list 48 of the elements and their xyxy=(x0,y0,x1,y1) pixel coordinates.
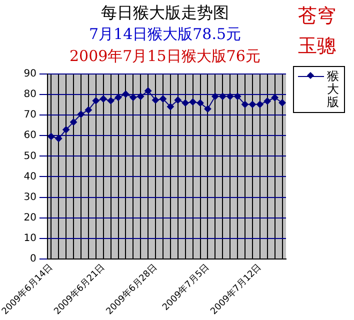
point xyxy=(212,92,219,100)
y-tick-label: 20 xyxy=(24,212,36,224)
y-tick-label: 90 xyxy=(24,68,36,80)
text: 2009年7月15日猴大版76元 xyxy=(70,47,260,66)
point xyxy=(62,126,70,134)
point xyxy=(174,96,182,104)
y-tick-label: 10 xyxy=(24,232,36,244)
point xyxy=(152,96,160,104)
point xyxy=(55,135,62,142)
text: 玉骢 xyxy=(298,34,336,59)
point xyxy=(219,92,226,100)
point xyxy=(196,99,204,106)
y-tick-label: 40 xyxy=(24,171,36,182)
point xyxy=(166,103,174,110)
y-tick-label: 30 xyxy=(24,192,36,203)
point xyxy=(241,100,248,108)
y-tick-label: 0 xyxy=(30,254,36,265)
chart-title: 每日猴大版走势图 xyxy=(101,3,229,24)
point xyxy=(114,94,122,101)
point xyxy=(100,95,107,102)
point xyxy=(264,98,271,105)
point xyxy=(77,110,84,118)
point xyxy=(137,92,144,100)
point xyxy=(226,92,234,100)
point xyxy=(48,132,55,140)
y-tick-label: 70 xyxy=(24,110,36,121)
point xyxy=(130,94,137,101)
point xyxy=(84,106,92,114)
point xyxy=(159,95,166,102)
point xyxy=(70,118,78,126)
point xyxy=(182,99,189,106)
chart-subtitle: 7月14日猴大版78.5元 xyxy=(89,25,242,44)
legend-label: 猴大版 xyxy=(327,69,340,109)
point xyxy=(107,97,114,104)
point xyxy=(278,99,286,106)
point xyxy=(189,98,196,106)
point xyxy=(234,92,242,100)
point xyxy=(256,100,264,108)
point xyxy=(248,100,256,108)
text: 苍穹 xyxy=(298,4,336,29)
y-tick-label: 60 xyxy=(24,130,36,142)
y-tick-label: 50 xyxy=(24,150,36,162)
point xyxy=(144,87,152,94)
y-tick-label: 80 xyxy=(24,89,36,100)
point xyxy=(271,94,278,102)
point xyxy=(122,90,130,98)
point xyxy=(92,97,100,104)
point xyxy=(204,105,212,112)
